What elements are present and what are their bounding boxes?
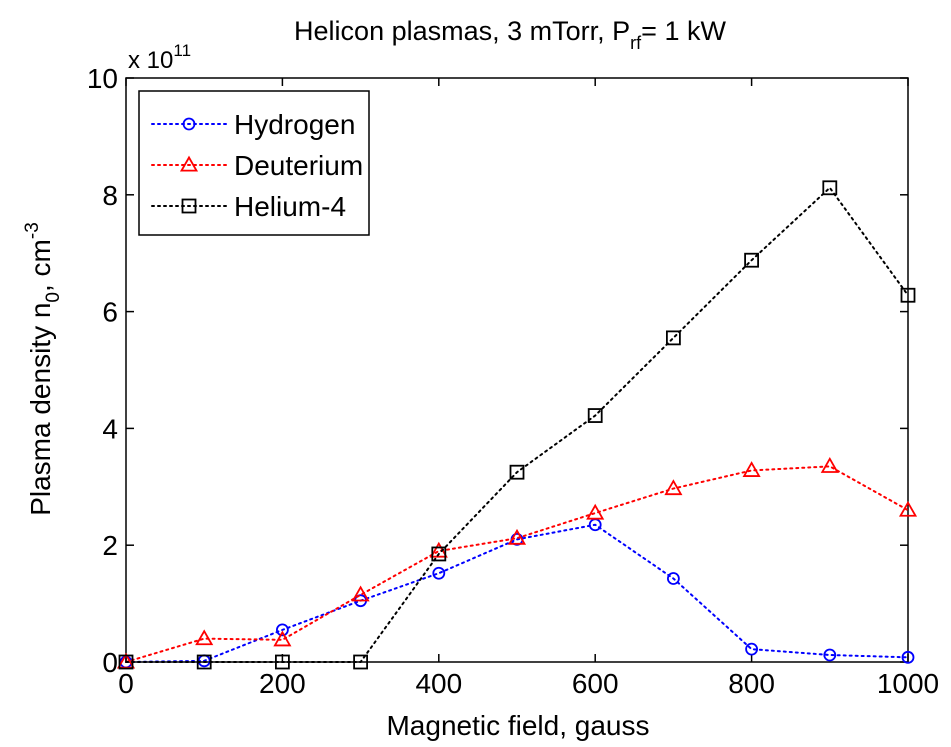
legend-marker [181, 198, 197, 214]
data-point [274, 654, 290, 670]
data-point [820, 457, 839, 473]
data-point [900, 287, 916, 303]
data-point [432, 566, 446, 580]
data-point [744, 252, 759, 268]
legend-label: Deuterium [234, 150, 363, 181]
data-point [195, 629, 214, 646]
legend-marker [179, 155, 199, 172]
data-point [431, 546, 447, 562]
y-multiplier-base: x 10 [128, 47, 173, 74]
y-multiplier-exponent: 11 [173, 41, 191, 60]
y-label-main: Plasma density n [25, 303, 56, 516]
x-tick-label: 600 [572, 668, 619, 699]
y-tick-label: 4 [102, 413, 118, 444]
data-point [275, 623, 289, 637]
data-point [664, 479, 683, 496]
data-point [898, 500, 918, 517]
x-tick-label: 1000 [877, 668, 939, 699]
data-point [901, 650, 915, 664]
y-axis-label: Plasma density n0, cm-3 [22, 222, 64, 516]
data-point [822, 180, 838, 196]
y-axis-multiplier: x 1011 [128, 41, 191, 74]
data-point [507, 528, 527, 545]
series-line [125, 465, 909, 663]
data-point [667, 572, 680, 585]
data-point [118, 654, 134, 670]
chart-title-subscript: rf [630, 33, 642, 53]
y-tick-label: 8 [102, 180, 118, 211]
data-point [823, 648, 837, 662]
data-point [509, 464, 525, 480]
plot-area: 0 200 400 600 800 1000 0 2 4 6 8 10 Hydrogen Deuteriu… [87, 63, 939, 699]
series-helium-4 [118, 180, 916, 670]
x-tick-label: 800 [728, 668, 775, 699]
legend: Hydrogen Deuterium Helium-4 [138, 90, 370, 236]
chart-title: Helicon plasmas, 3 mTorr, Prf= 1 kW [294, 16, 726, 53]
data-point [196, 654, 212, 670]
chart-title-main: Helicon plasmas, 3 mTorr, P [294, 16, 630, 46]
y-tick-label: 2 [102, 530, 118, 561]
series-line [125, 186, 909, 663]
data-point [353, 654, 369, 670]
data-point [587, 408, 603, 423]
y-tick-label: 6 [102, 297, 118, 328]
y-tick-label: 10 [87, 63, 118, 94]
x-tick-label: 200 [259, 668, 306, 699]
y-label-superscript: -3 [22, 222, 43, 239]
y-label-mid: , cm [25, 239, 56, 292]
series-hydrogen [119, 518, 915, 669]
axes-frame [125, 77, 909, 663]
x-tick-label: 0 [118, 668, 134, 699]
y-label-subscript: 0 [43, 292, 64, 303]
data-point [586, 503, 605, 520]
legend-label: Hydrogen [234, 109, 355, 140]
x-axis-label: Magnetic field, gauss [386, 710, 649, 741]
x-tick-label: 400 [415, 668, 462, 699]
data-point [745, 642, 758, 656]
chart-title-tail: = 1 kW [641, 16, 726, 46]
series-deuterium [116, 457, 918, 669]
legend-label: Helium-4 [234, 191, 346, 222]
data-point [666, 330, 681, 346]
legend-marker [182, 117, 196, 131]
y-tick-label: 0 [102, 647, 118, 678]
data-point [273, 630, 292, 647]
data-point [742, 461, 761, 477]
legend-box [138, 90, 370, 236]
data-point [351, 585, 370, 602]
